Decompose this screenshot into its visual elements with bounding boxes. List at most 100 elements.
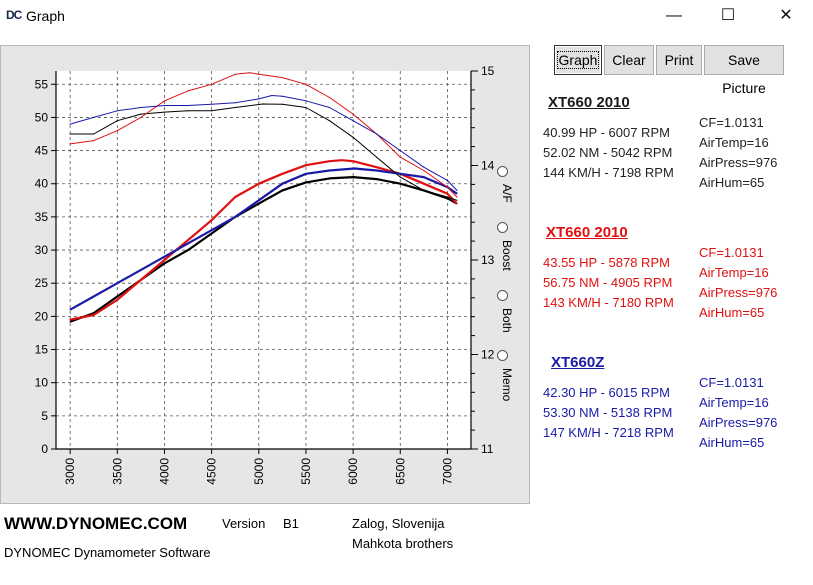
- nm-point: [328, 106, 331, 109]
- hp-point: [376, 169, 378, 172]
- nm-point: [258, 98, 260, 100]
- app-logo-icon: DC: [6, 8, 22, 22]
- nm-point: [249, 72, 251, 74]
- close-button[interactable]: ✕: [779, 7, 793, 24]
- memo-radio[interactable]: [497, 350, 508, 361]
- dyno-graph-panel: 0 5 10 15 20 25 30 35 40 45 50 55 3000 3500 4000 4500 50…: [0, 45, 530, 504]
- run2-airtemp: AirTemp=16: [699, 265, 769, 280]
- nm-point: [281, 103, 283, 105]
- nm-point: [305, 100, 307, 102]
- y-tick-label: 0: [41, 442, 48, 456]
- run2-title: XT660 2010: [546, 224, 628, 241]
- boost-radio[interactable]: [497, 222, 508, 233]
- hp-point: [116, 295, 118, 298]
- nm-point: [258, 73, 260, 75]
- run1-title: XT660 2010: [548, 94, 630, 111]
- hp-point: [163, 262, 166, 264]
- memo-label: Memo: [500, 368, 514, 402]
- hp-point: [258, 199, 260, 201]
- hp-curve-2: [69, 167, 458, 311]
- hp-point: [93, 295, 95, 298]
- right-tick-label: 13: [481, 253, 495, 267]
- nm-point: [163, 111, 166, 113]
- nm-point: [305, 106, 307, 109]
- clear-button[interactable]: Clear: [604, 45, 654, 75]
- x-tick-label: 5000: [252, 458, 266, 485]
- nm-point: [69, 133, 71, 135]
- nm-point: [281, 95, 283, 97]
- x-tick-label: 6000: [346, 458, 360, 485]
- chart-series: [69, 72, 458, 323]
- chart-axes: 0 5 10 15 20 25 30 35 40 45 50 55 3000 3500 4000 4500 50…: [35, 64, 495, 485]
- nm-point: [93, 133, 95, 135]
- y-tick-label: 25: [35, 276, 49, 290]
- window-title: Graph: [26, 8, 65, 24]
- run2-hp: 43.55 HP - 5878 RPM: [543, 255, 670, 270]
- hp-point: [187, 242, 189, 244]
- y-tick-label: 10: [35, 376, 49, 390]
- hp-point: [376, 178, 378, 180]
- hp-point: [163, 259, 166, 261]
- run3-airpress: AirPress=976: [699, 415, 778, 430]
- nm-point: [446, 196, 448, 198]
- y-tick-label: 5: [41, 409, 48, 423]
- hp-point: [234, 196, 236, 198]
- x-tick-label: 7000: [440, 458, 454, 485]
- both-radio[interactable]: [497, 290, 508, 301]
- y-tick-label: 15: [35, 343, 49, 357]
- hp-point: [423, 176, 425, 178]
- hp-point: [305, 181, 307, 183]
- run3-kmh: 147 KM/H - 7218 RPM: [543, 425, 674, 440]
- x-tick-label: 6500: [393, 458, 407, 485]
- right-tick-label: 15: [481, 64, 495, 78]
- x-tick-label: 3000: [63, 458, 77, 485]
- nm-point: [140, 116, 142, 118]
- nm-point: [305, 83, 307, 85]
- run1-airtemp: AirTemp=16: [699, 135, 769, 150]
- plot-area: [56, 71, 471, 449]
- nm-point: [352, 136, 354, 138]
- run2-airpress: AirPress=976: [699, 285, 778, 300]
- nm-curve-3: [70, 103, 458, 201]
- nm-point: [456, 199, 458, 201]
- website-text: WWW.DYNOMEC.COM: [4, 514, 188, 533]
- nm-point: [211, 103, 213, 105]
- hp-point: [93, 312, 95, 314]
- graph-button[interactable]: Graph: [554, 45, 602, 75]
- nm-point: [140, 106, 142, 109]
- nm-point: [187, 104, 189, 107]
- hp-point: [69, 309, 71, 311]
- maximize-button[interactable]: ☐: [720, 7, 736, 24]
- y-tick-label: 50: [35, 110, 49, 124]
- hp-point: [211, 229, 213, 231]
- minimize-button[interactable]: —: [666, 7, 682, 24]
- nm-point: [116, 130, 118, 132]
- nm-point: [352, 120, 354, 122]
- nm-point: [187, 110, 189, 112]
- hp-point: [376, 166, 378, 168]
- run2-nm: 56.75 NM - 4905 RPM: [543, 275, 673, 290]
- nm-point: [234, 102, 236, 104]
- hp-point: [305, 173, 307, 175]
- nm-point: [446, 179, 448, 181]
- hp-point: [456, 193, 458, 195]
- nm-point: [69, 123, 71, 125]
- run1-airpress: AirPress=976: [699, 155, 778, 170]
- nm-point: [69, 143, 71, 145]
- version-value: B1: [283, 516, 299, 531]
- nm-point: [376, 156, 378, 158]
- af-label: A/F: [500, 184, 514, 203]
- save-picture-button[interactable]: Save Picture: [704, 45, 784, 96]
- x-tick-label: 4500: [205, 458, 219, 485]
- nm-point: [281, 77, 283, 79]
- nm-point: [328, 120, 331, 122]
- nm-point: [116, 110, 118, 112]
- run2-cf: CF=1.0131: [699, 245, 764, 260]
- print-button[interactable]: Print: [656, 45, 702, 75]
- hp-point: [399, 183, 401, 185]
- owner-text: Mahkota brothers: [352, 536, 454, 551]
- y-tick-label: 35: [35, 210, 49, 224]
- run3-hp: 42.30 HP - 6015 RPM: [543, 385, 670, 400]
- hp-point: [352, 176, 354, 178]
- af-radio[interactable]: [497, 166, 508, 177]
